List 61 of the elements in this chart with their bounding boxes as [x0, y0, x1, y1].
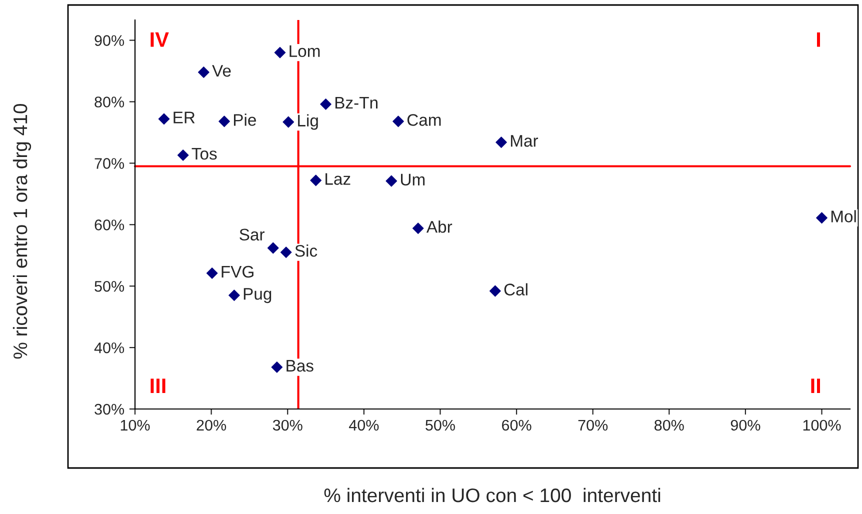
point	[392, 116, 404, 128]
annotation: Lom	[290, 45, 320, 58]
annotation: Abr	[426, 220, 452, 233]
point	[198, 66, 210, 78]
x-tick-label: 40%	[348, 420, 379, 431]
point	[206, 268, 218, 279]
point	[271, 362, 283, 373]
point	[816, 212, 828, 224]
annotation: Bz-Tn	[335, 97, 378, 108]
annotation: Cam	[407, 114, 441, 126]
annotation: IV	[150, 32, 169, 47]
point	[158, 113, 170, 125]
y-tick-label: 70%	[94, 158, 124, 169]
point	[274, 46, 286, 58]
annotation: Bas	[286, 360, 314, 372]
annotation: Sar	[240, 228, 265, 241]
x-tick-label: 30%	[272, 420, 302, 431]
y-tick-label: 80%	[94, 96, 124, 108]
annotation: FVG	[222, 266, 254, 278]
annotation: Lig	[298, 114, 318, 130]
annotation: Mar	[510, 135, 538, 147]
annotation: II	[811, 378, 820, 394]
point	[386, 175, 398, 187]
annotation: III	[150, 378, 166, 394]
y-tick-label: 40%	[94, 342, 124, 354]
x-tick-label: 50%	[426, 420, 455, 431]
point	[218, 116, 230, 128]
point	[320, 98, 332, 110]
x-tick-label: 20%	[196, 420, 226, 431]
y-tick-label: 90%	[94, 35, 124, 46]
annotation: Um	[401, 174, 425, 186]
annotation: Pie	[234, 114, 256, 126]
annotation: Tos	[192, 148, 217, 160]
annotation: Pug	[244, 288, 272, 304]
annotation: I	[817, 32, 820, 47]
y-tick-label: 50%	[94, 280, 124, 292]
y-tick-label: 30%	[94, 404, 124, 415]
annotation: Cal	[504, 283, 528, 296]
point	[282, 116, 294, 128]
y-tick-label: 60%	[94, 220, 124, 230]
x-tick-label: 100%	[803, 420, 841, 431]
point	[267, 242, 279, 254]
annotation: Mol	[831, 210, 856, 222]
x-tick-label: 10%	[120, 420, 150, 431]
annotation: Sic	[295, 244, 318, 257]
point	[496, 136, 507, 148]
y-axis-title: % ricoveri entro 1 ora drg 410	[12, 104, 32, 359]
point	[310, 174, 322, 186]
point	[412, 222, 424, 234]
annotation: ER	[174, 112, 195, 124]
x-axis-title: % interventi in UO con < 100 interventi	[324, 488, 660, 502]
x-tick-label: 90%	[730, 420, 760, 431]
x-tick-label: 70%	[578, 420, 608, 431]
annotation: Laz	[326, 173, 350, 185]
x-tick-label: 60%	[502, 420, 532, 431]
point	[177, 150, 189, 161]
point	[228, 290, 240, 301]
annotation: Ve	[212, 65, 231, 77]
point	[280, 246, 292, 258]
x-tick-label: 80%	[654, 420, 684, 431]
point	[489, 285, 501, 297]
